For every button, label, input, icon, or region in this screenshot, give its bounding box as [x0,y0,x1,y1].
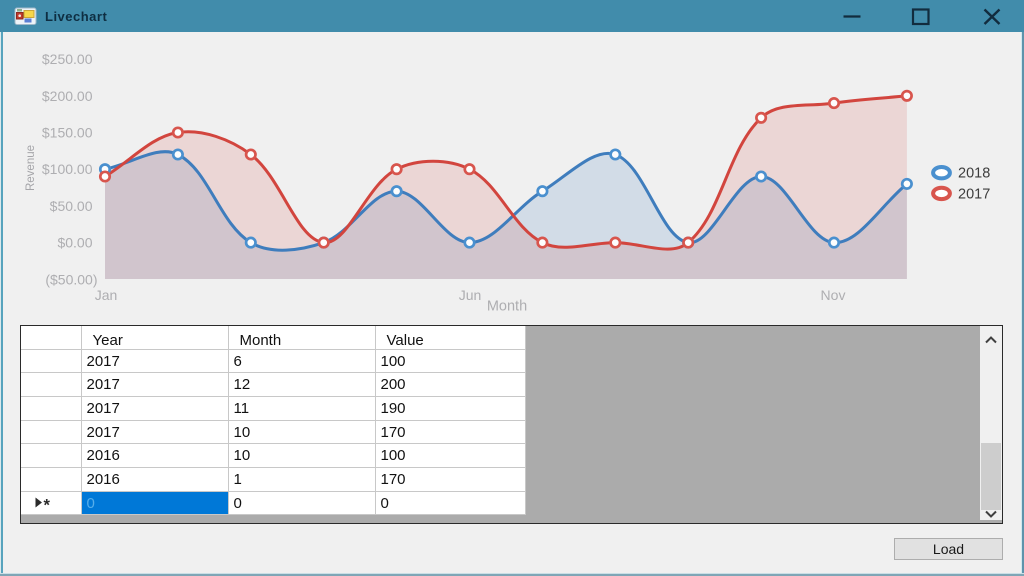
svg-text:2018: 2018 [958,166,990,182]
svg-text:Month: Month [487,299,527,315]
svg-text:($50.00): ($50.00) [45,271,97,287]
svg-text:$150.00: $150.00 [42,125,93,141]
svg-text:$250.00: $250.00 [42,51,93,67]
svg-text:$50.00: $50.00 [50,198,93,214]
svg-text:Jan: Jan [95,287,118,303]
svg-text:Revenue: Revenue [25,145,37,191]
svg-text:Jun: Jun [459,287,482,303]
svg-text:*: * [44,496,51,511]
svg-text:$200.00: $200.00 [42,88,93,104]
svg-text:2017: 2017 [958,187,990,203]
svg-text:Nov: Nov [821,287,846,303]
svg-text:$100.00: $100.00 [42,161,93,177]
svg-text:$0.00: $0.00 [57,235,92,251]
